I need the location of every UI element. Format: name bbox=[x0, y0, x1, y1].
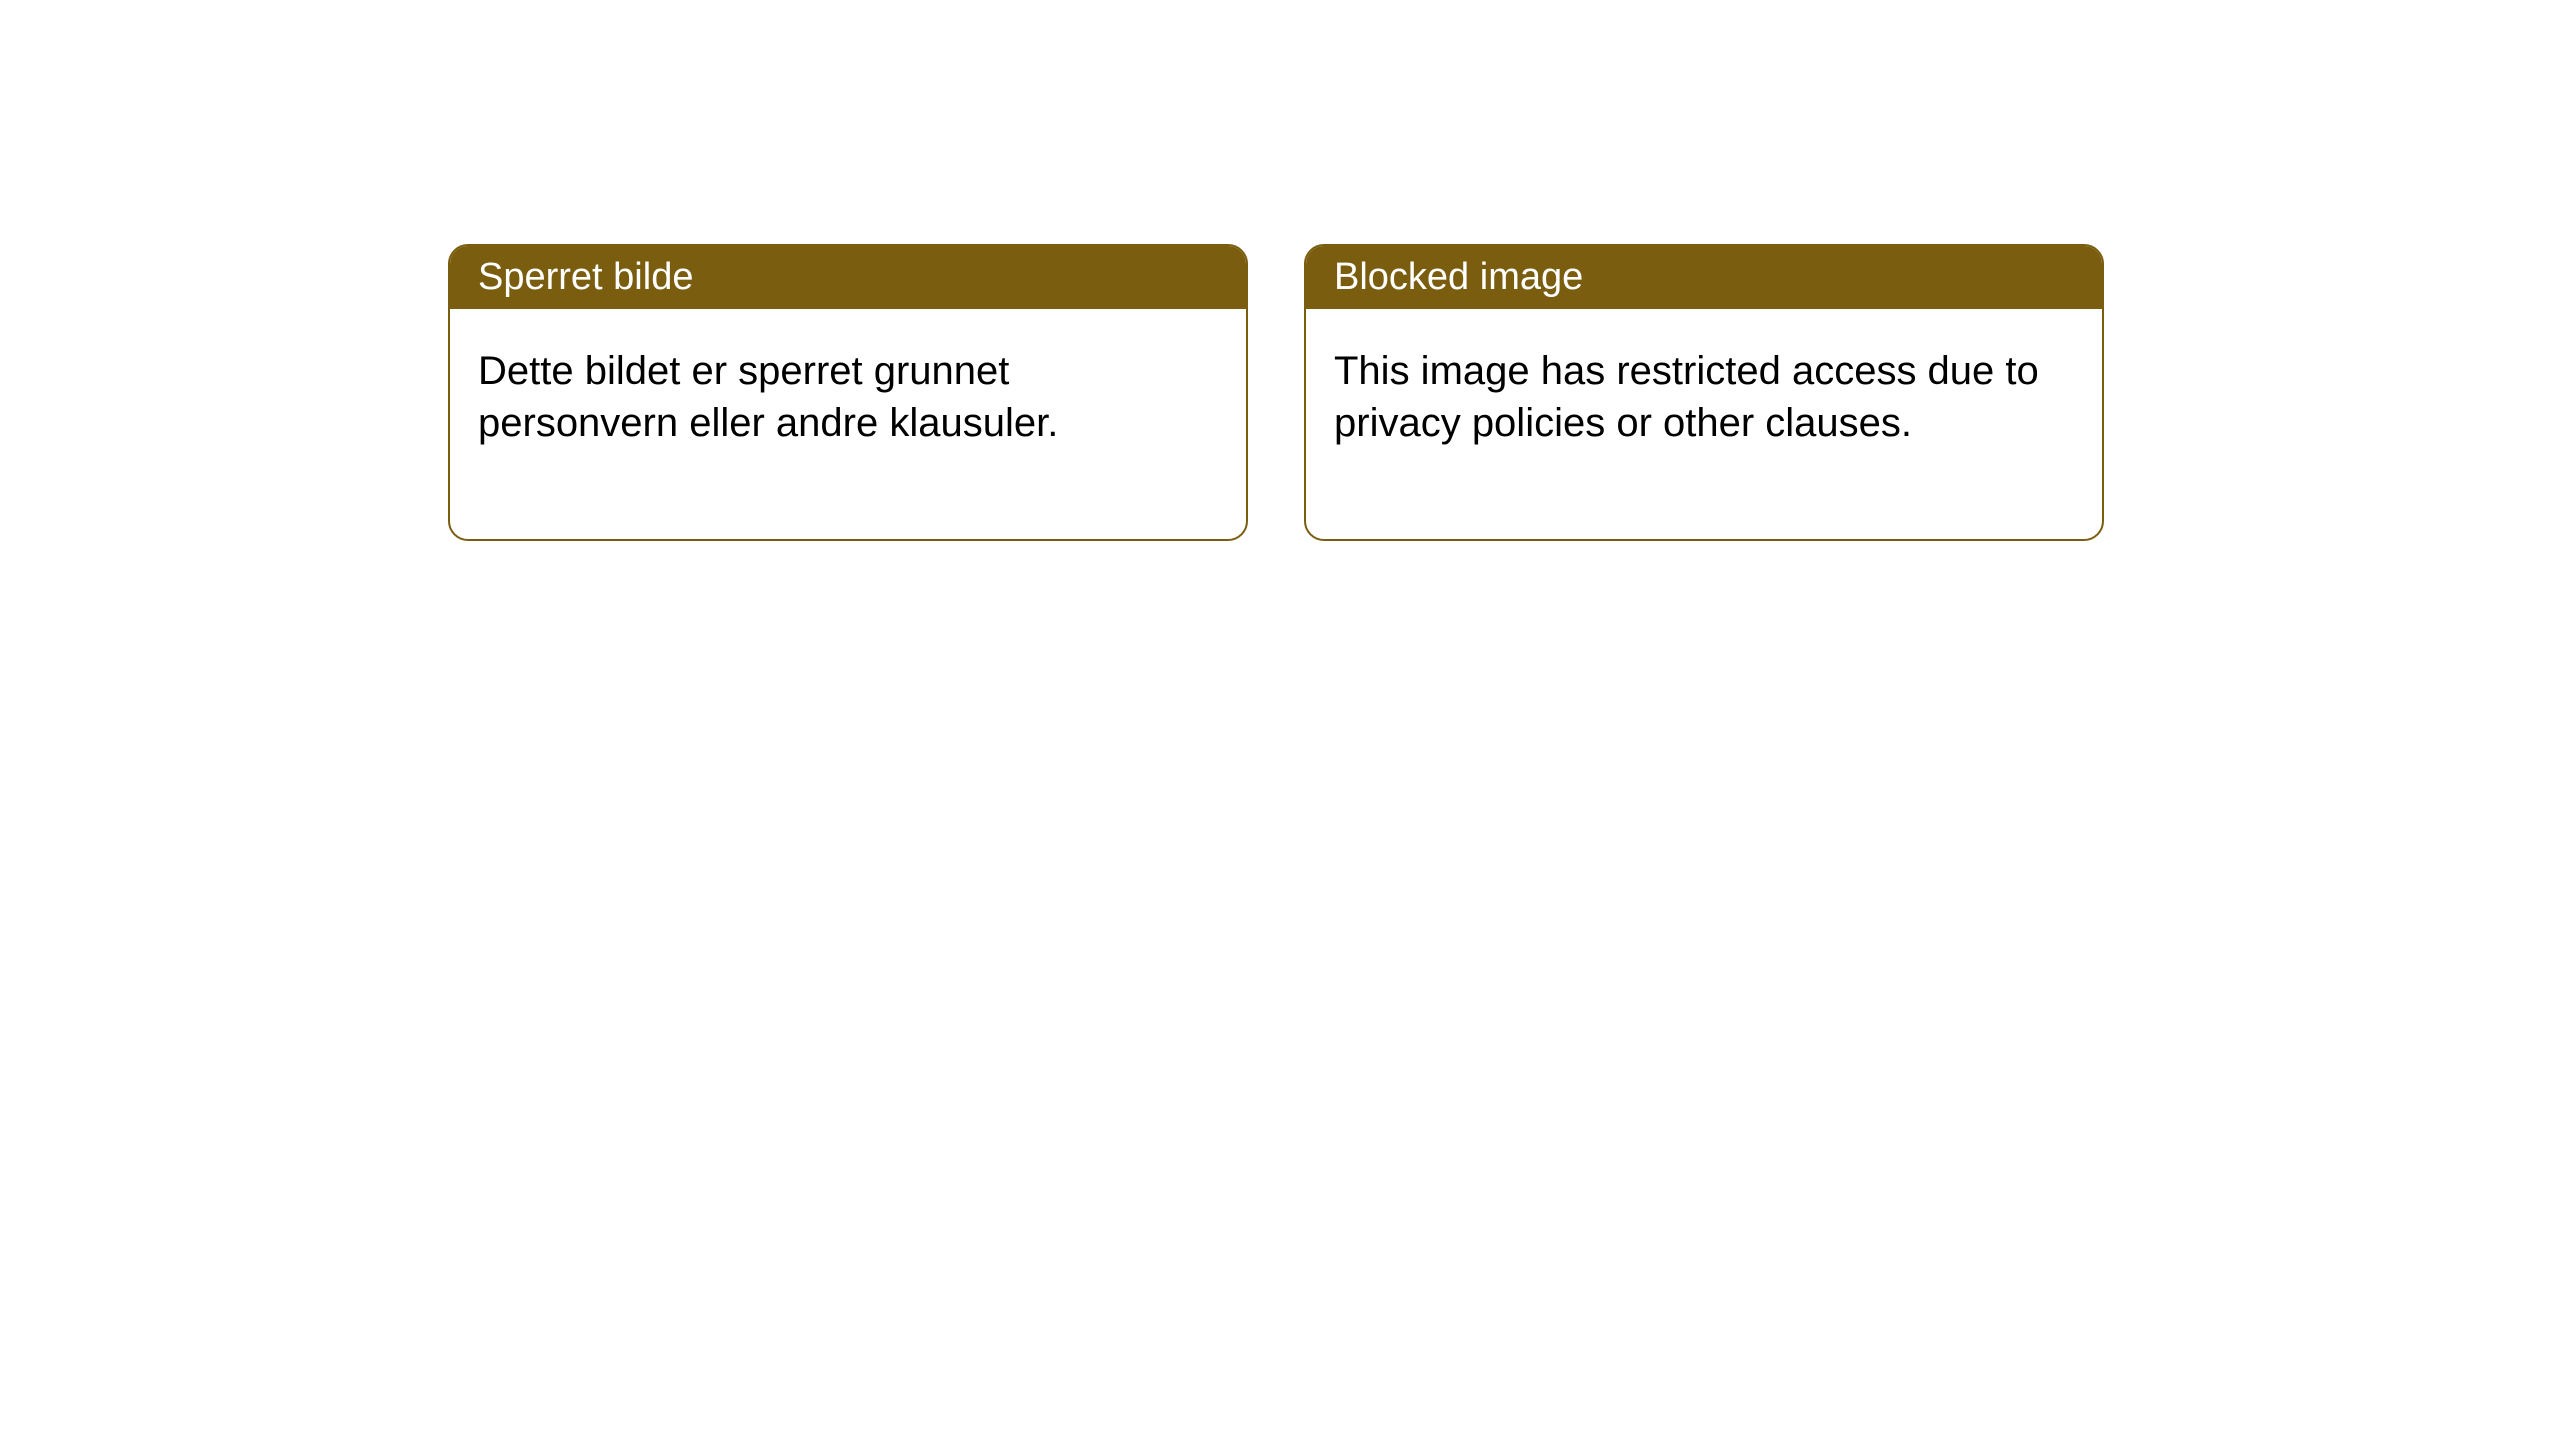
notice-card-english: Blocked image This image has restricted … bbox=[1304, 244, 2104, 541]
card-body-text: This image has restricted access due to … bbox=[1334, 349, 2039, 445]
card-header: Sperret bilde bbox=[450, 246, 1246, 309]
notice-cards-container: Sperret bilde Dette bildet er sperret gr… bbox=[448, 244, 2104, 541]
notice-card-norwegian: Sperret bilde Dette bildet er sperret gr… bbox=[448, 244, 1248, 541]
card-body: This image has restricted access due to … bbox=[1306, 309, 2102, 539]
card-title: Sperret bilde bbox=[478, 256, 693, 298]
card-header: Blocked image bbox=[1306, 246, 2102, 309]
card-title: Blocked image bbox=[1334, 256, 1583, 298]
card-body: Dette bildet er sperret grunnet personve… bbox=[450, 309, 1246, 539]
card-body-text: Dette bildet er sperret grunnet personve… bbox=[478, 349, 1058, 445]
